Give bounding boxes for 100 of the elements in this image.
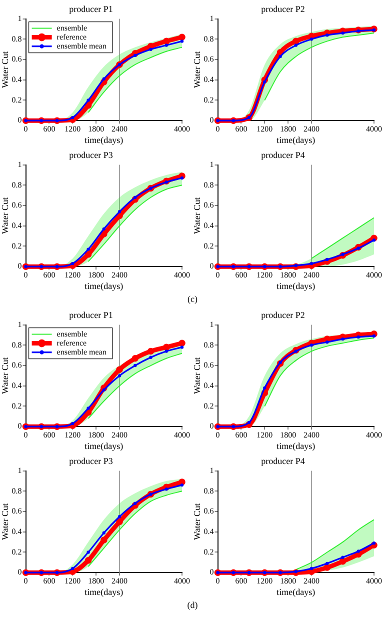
chart-title: producer P2 (261, 310, 305, 320)
x-axis-title: time(days) (84, 586, 124, 597)
point (180, 40, 184, 43)
x-tick-label: 1200 (64, 124, 81, 134)
point (86, 550, 90, 554)
y-tick-label: 0.6 (204, 54, 214, 64)
x-tick-label: 4000 (174, 430, 190, 440)
y-tick-label: 1 (210, 14, 214, 23)
x-tick-label: 2400 (304, 124, 320, 134)
point (162, 38, 170, 45)
point (164, 44, 168, 47)
y-axis-title: Water Cut (0, 50, 10, 88)
y-tick-label: 0 (210, 422, 214, 431)
point (372, 334, 376, 338)
point (102, 77, 106, 80)
point (356, 550, 360, 553)
point (178, 340, 186, 347)
x-tick-label: 1800 (88, 576, 104, 586)
x-tick-label: 4000 (366, 124, 382, 134)
chart-title: producer P1 (69, 4, 113, 14)
chart-title: producer P1 (69, 310, 113, 320)
point (292, 38, 300, 45)
chart-title: producer P4 (261, 150, 306, 160)
point (310, 38, 314, 41)
point (116, 366, 123, 373)
y-tick-label: 0.4 (12, 380, 22, 390)
point (372, 541, 376, 545)
y-tick-label: 0 (18, 568, 22, 577)
point (278, 54, 282, 58)
point (326, 340, 329, 344)
line-series (88, 490, 182, 567)
x-tick-label: 1800 (280, 576, 296, 586)
x-tick-label: 0 (24, 430, 28, 440)
x-tick-label: 1800 (280, 430, 296, 440)
text: (d) (186, 599, 199, 612)
x-tick-label: 4000 (174, 576, 190, 586)
point (134, 196, 137, 199)
y-tick-label: 0.6 (12, 54, 22, 64)
y-tick-label: 1 (18, 466, 22, 475)
y-tick-label: 0.2 (204, 547, 214, 556)
point (102, 388, 106, 392)
x-tick-label: 2400 (304, 576, 320, 586)
point (310, 566, 314, 570)
x-tick-label: 600 (235, 576, 248, 586)
y-tick-label: 0.4 (204, 380, 214, 390)
x-tick-label: 0 (216, 270, 220, 280)
x-tick-label: 4000 (366, 270, 382, 280)
y-tick-label: 0.8 (204, 180, 214, 190)
y-tick-label: 0 (18, 262, 22, 271)
y-tick-label: 0.4 (204, 74, 214, 84)
y-tick-label: 0.8 (12, 486, 22, 496)
y-tick-label: 0.2 (204, 401, 214, 410)
point (326, 258, 329, 262)
point (294, 570, 298, 574)
y-tick-label: 1 (210, 466, 214, 475)
point (102, 227, 106, 231)
x-tick-label: 1800 (280, 124, 296, 134)
x-tick-label: 600 (43, 270, 56, 280)
x-tick-label: 2400 (304, 430, 320, 440)
x-axis-title: time(days) (276, 134, 316, 145)
y-tick-label: 0.8 (204, 340, 214, 350)
point (71, 422, 74, 426)
y-tick-label: 0.4 (12, 220, 22, 230)
y-axis-title: Water Cut (192, 356, 202, 394)
point (326, 33, 329, 37)
point (71, 116, 74, 120)
x-tick-label: 600 (43, 124, 56, 134)
x-tick-label: 0 (216, 576, 220, 586)
x-tick-label: 1200 (256, 576, 273, 586)
line-series (311, 217, 374, 259)
legend-label: reference (56, 338, 87, 348)
point (294, 44, 298, 47)
y-axis-title: Water Cut (0, 502, 10, 540)
y-tick-label: 1 (18, 160, 22, 169)
point (372, 238, 376, 242)
x-tick-label: 1200 (256, 124, 273, 134)
line-series (88, 352, 182, 419)
x-tick-label: 600 (43, 430, 56, 440)
y-axis-title: Water Cut (0, 196, 10, 234)
legend-label: ensemble (56, 23, 88, 32)
point (294, 264, 298, 268)
y-tick-label: 1 (210, 320, 214, 329)
x-tick-label: 600 (43, 576, 56, 586)
y-axis-title: Water Cut (192, 50, 202, 88)
y-tick-label: 0 (18, 422, 22, 431)
y-tick-label: 0.4 (204, 526, 214, 536)
x-tick-label: 600 (235, 430, 248, 440)
x-tick-label: 1200 (256, 430, 273, 440)
point (84, 556, 92, 564)
point (178, 34, 186, 41)
point (310, 262, 314, 266)
point (372, 28, 376, 32)
point (180, 176, 184, 180)
x-tick-label: 1200 (64, 430, 81, 440)
y-axis-title: Water Cut (192, 502, 202, 540)
y-tick-label: 0.8 (204, 34, 214, 44)
x-tick-label: 0 (24, 124, 28, 134)
point (180, 346, 184, 349)
legend-label: ensemble (56, 329, 88, 338)
x-tick-label: 4000 (174, 124, 190, 134)
